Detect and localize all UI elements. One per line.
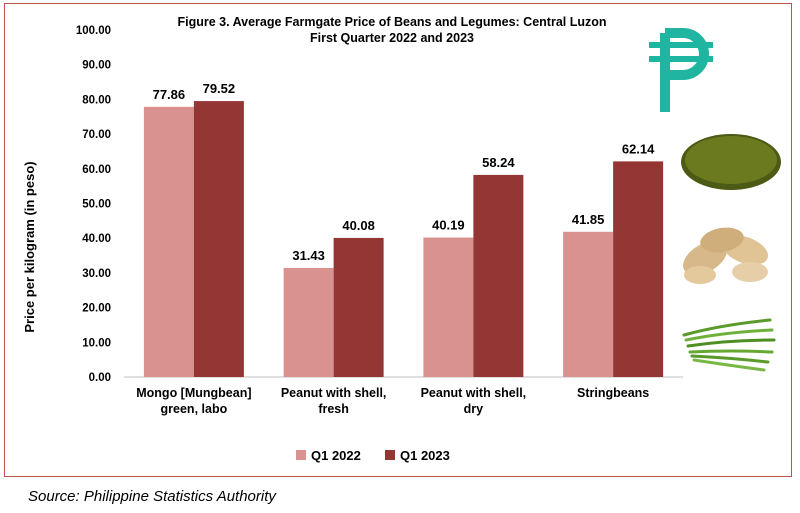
bar-q1-2022 bbox=[283, 267, 334, 377]
y-tick-label: 60.00 bbox=[82, 164, 111, 176]
data-label: 79.52 bbox=[203, 81, 236, 96]
peso-sign-icon bbox=[649, 28, 713, 112]
stringbean-image bbox=[682, 318, 776, 372]
x-tick-label: dry bbox=[464, 402, 484, 416]
x-tick-label: Stringbeans bbox=[577, 386, 649, 400]
bar-q1-2023 bbox=[473, 174, 524, 377]
data-label: 40.19 bbox=[432, 218, 465, 233]
x-tick-label: green, labo bbox=[161, 402, 228, 416]
y-axis-ticks: 0.00 10.00 20.00 30.00 40.00 50.00 60.00 70.00 8… bbox=[76, 25, 111, 384]
bars bbox=[143, 101, 664, 377]
data-label: 41.85 bbox=[572, 212, 605, 227]
x-tick-label: fresh bbox=[318, 402, 349, 416]
y-tick-label: 10.00 bbox=[82, 337, 111, 349]
data-label: 62.14 bbox=[622, 141, 655, 156]
legend-swatch bbox=[296, 450, 306, 460]
y-tick-label: 100.00 bbox=[76, 25, 111, 37]
category-labels: Mongo [Mungbean] green, labo Peanut with s… bbox=[136, 386, 649, 416]
legend-label: Q1 2023 bbox=[400, 448, 450, 463]
data-label: 77.86 bbox=[153, 87, 186, 102]
bar-q1-2022 bbox=[563, 231, 614, 377]
y-tick-label: 0.00 bbox=[89, 372, 111, 384]
chart-title-line-1: Figure 3. Average Farmgate Price of Bean… bbox=[177, 15, 606, 29]
mungbean-image bbox=[681, 134, 781, 190]
y-axis-title: Price per kilogram (in peso) bbox=[22, 161, 37, 332]
x-tick-label: Peanut with shell, bbox=[281, 386, 387, 400]
data-label: 40.08 bbox=[342, 218, 375, 233]
chart-title-line-2: First Quarter 2022 and 2023 bbox=[310, 31, 474, 45]
data-label: 31.43 bbox=[292, 248, 325, 263]
legend-swatch bbox=[385, 450, 395, 460]
data-label: 58.24 bbox=[482, 155, 515, 170]
y-tick-label: 90.00 bbox=[82, 60, 111, 72]
legend: Q1 2022 Q1 2023 bbox=[296, 448, 450, 463]
source-note: Source: Philippine Statistics Authority bbox=[28, 488, 276, 505]
y-tick-label: 30.00 bbox=[82, 268, 111, 280]
y-tick-label: 40.00 bbox=[82, 233, 111, 245]
bar-q1-2022 bbox=[423, 237, 474, 377]
x-tick-label: Peanut with shell, bbox=[421, 386, 527, 400]
value-labels: 77.86 79.52 31.43 40.08 40.19 58.24 41.85 62.14 bbox=[153, 81, 656, 263]
x-tick-label: Mongo [Mungbean] bbox=[136, 386, 251, 400]
y-tick-label: 50.00 bbox=[82, 199, 111, 211]
bar-q1-2023 bbox=[613, 161, 664, 377]
peanut-image bbox=[683, 227, 768, 284]
legend-label: Q1 2022 bbox=[311, 448, 361, 463]
y-tick-label: 20.00 bbox=[82, 303, 111, 315]
chart-title: Figure 3. Average Farmgate Price of Bean… bbox=[177, 15, 606, 45]
y-tick-label: 70.00 bbox=[82, 129, 111, 141]
bar-chart: Figure 3. Average Farmgate Price of Bean… bbox=[22, 15, 781, 463]
bar-q1-2023 bbox=[193, 101, 244, 377]
y-tick-label: 80.00 bbox=[82, 94, 111, 106]
bar-q1-2023 bbox=[333, 237, 384, 377]
bar-q1-2022 bbox=[143, 106, 194, 377]
